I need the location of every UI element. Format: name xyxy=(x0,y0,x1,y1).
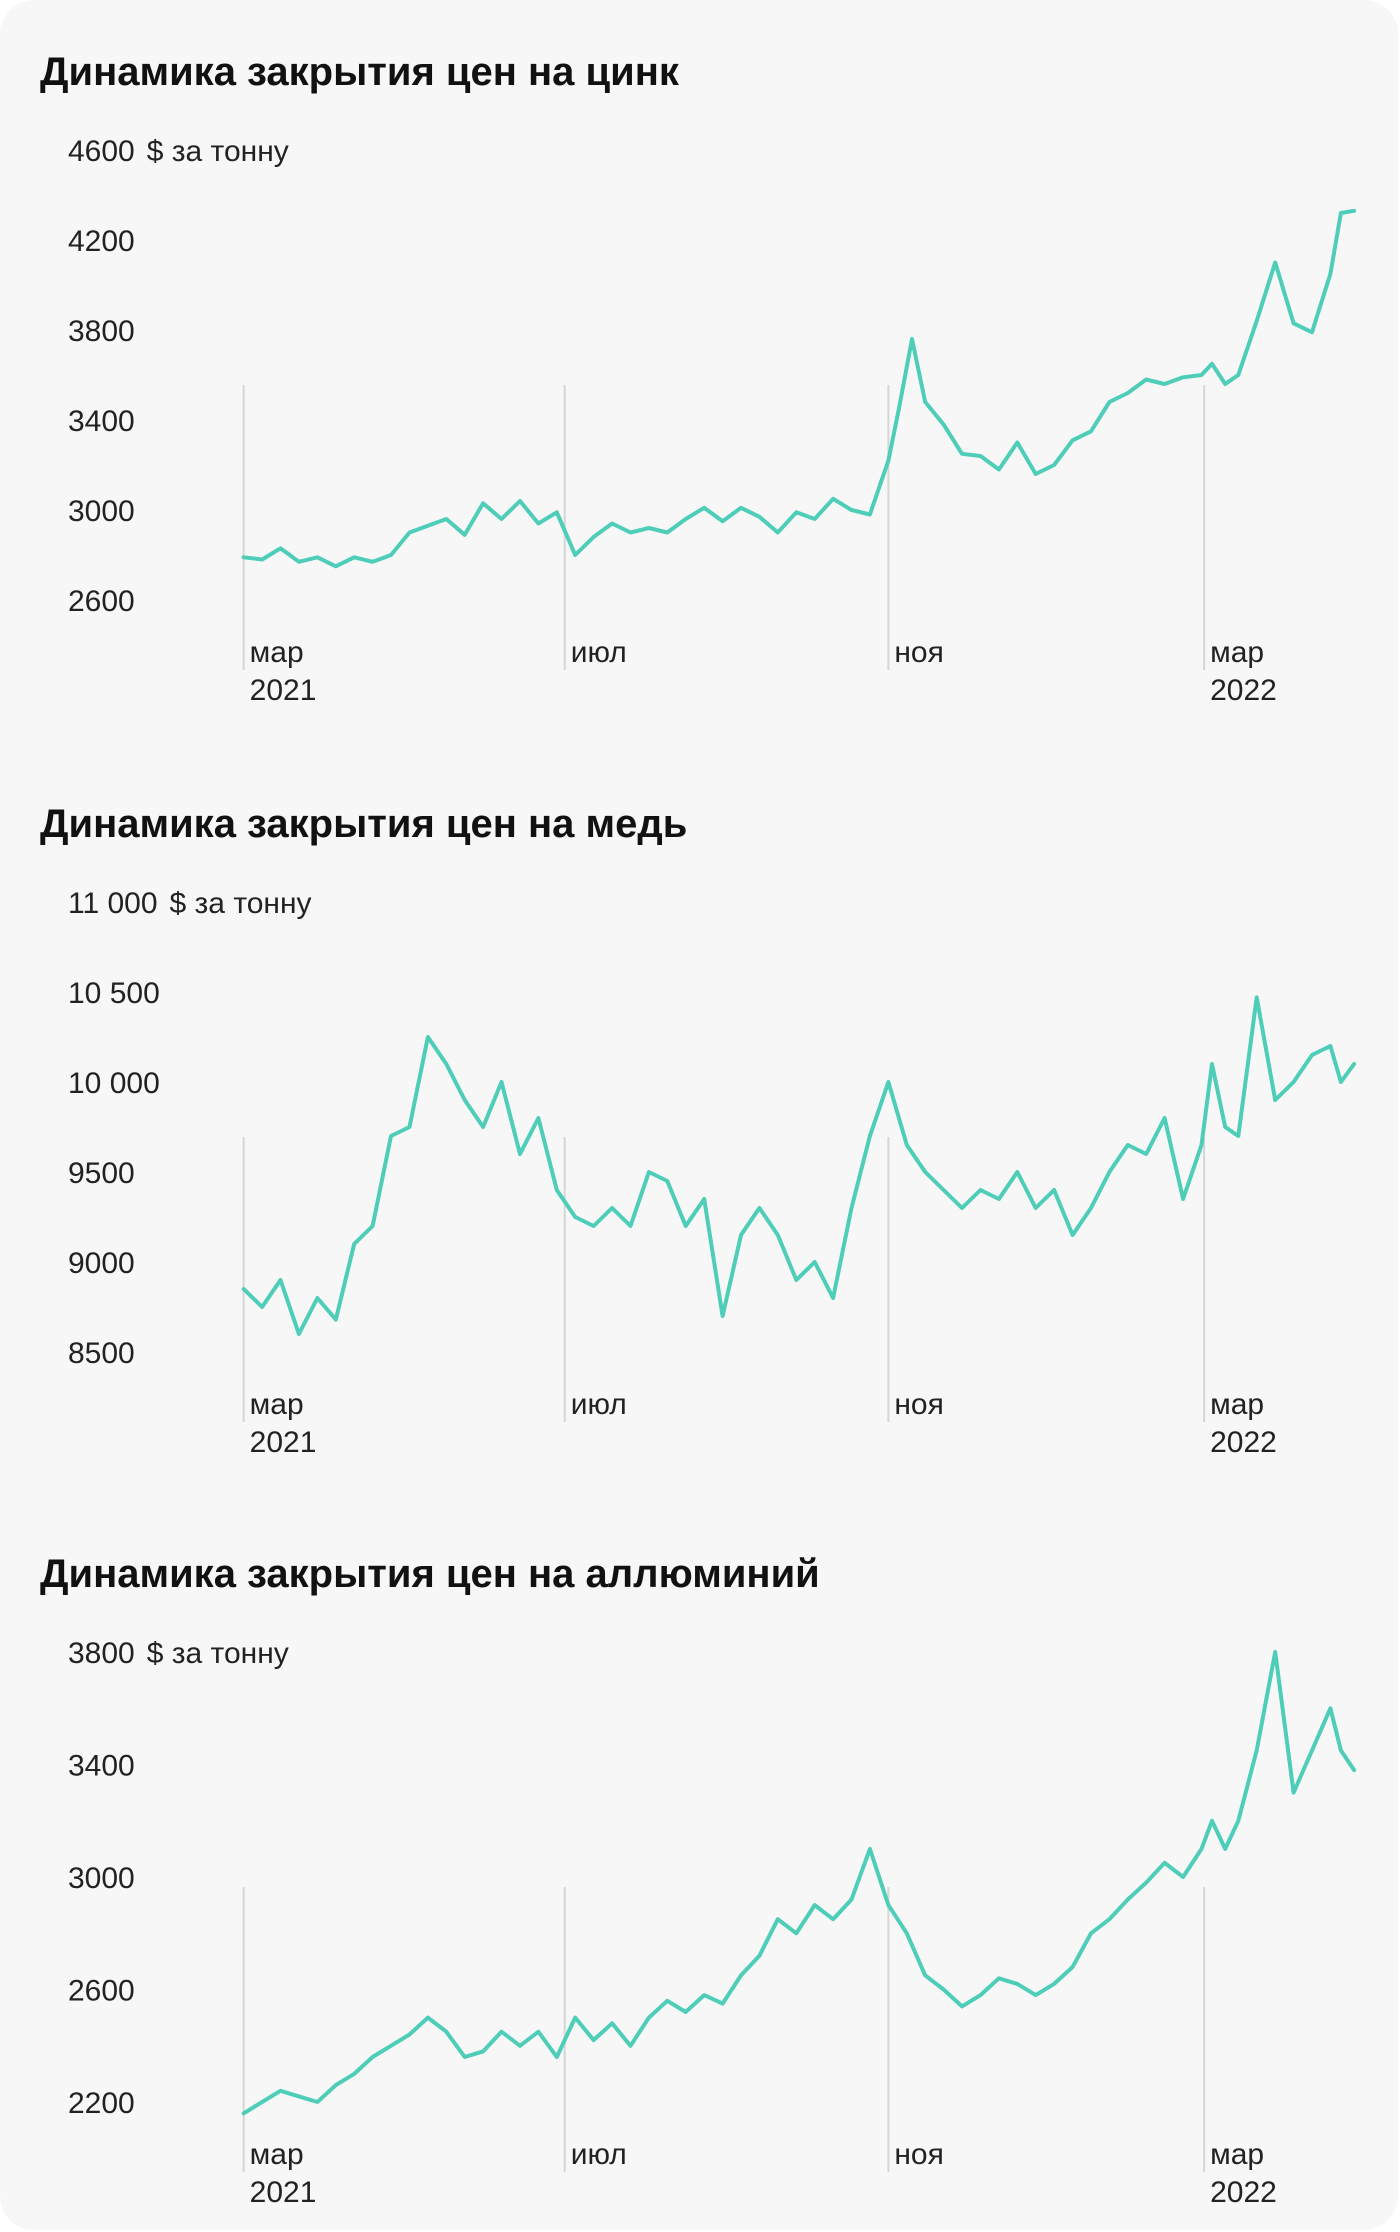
y-tick-label: 3000 xyxy=(68,495,135,528)
chart-title: Динамика закрытия цен на медь xyxy=(40,802,688,846)
x-tick-year: 2022 xyxy=(1210,674,1277,707)
y-tick-label: 3800 xyxy=(68,315,135,348)
chart-title: Динамика закрытия цен на аллюминий xyxy=(40,1552,820,1596)
x-tick-year: 2022 xyxy=(1210,2176,1277,2209)
y-unit-label: $ за тонну xyxy=(147,135,289,168)
x-tick-month: ноя xyxy=(894,636,944,669)
x-tick-year: 2021 xyxy=(250,674,317,707)
x-tick-year: 2021 xyxy=(250,1426,317,1459)
copper-plot: 11 000 $ за тонну 10 500 10 000 9500 9000 8500… xyxy=(68,887,1357,1459)
x-tick-month: июл xyxy=(571,1388,627,1421)
x-tick-month: июл xyxy=(571,2138,627,2171)
y-tick-label: 11 000 xyxy=(68,887,158,920)
zinc-plot: 4600 $ за тонну 4200 3800 3400 3000 2600 мар 202… xyxy=(68,135,1357,707)
chart-title: Динамика закрытия цен на цинк xyxy=(40,50,679,94)
copper-chart: Динамика закрытия цен на медь 11 000 $ за… xyxy=(0,802,1400,1482)
y-tick-label: 4600 xyxy=(68,135,135,168)
price-line xyxy=(241,1650,1357,2116)
aluminium-chart: Динамика закрытия цен на аллюминий 3800 $… xyxy=(0,1552,1400,2232)
x-tick-year: 2021 xyxy=(250,2176,317,2209)
y-tick-label: 3800 xyxy=(68,1637,135,1670)
x-tick-month: мар xyxy=(1210,2138,1264,2171)
y-tick-label: 2600 xyxy=(68,585,135,618)
x-tick-month: июл xyxy=(571,636,627,669)
x-tick-year: 2022 xyxy=(1210,1426,1277,1459)
y-tick-label: 3000 xyxy=(68,1862,135,1895)
y-tick-label: 2200 xyxy=(68,2087,135,2120)
y-tick-label: 9500 xyxy=(68,1157,135,1190)
zinc-chart: Динамика закрытия цен на цинк 4600 $ за т… xyxy=(0,50,1400,730)
price-line xyxy=(241,995,1357,1336)
y-tick-label: 3400 xyxy=(68,1750,135,1783)
x-tick-month: мар xyxy=(250,636,304,669)
x-tick-month: мар xyxy=(250,1388,304,1421)
y-tick-label: 2600 xyxy=(68,1975,135,2008)
x-tick-month: мар xyxy=(250,2138,304,2171)
y-tick-label: 9000 xyxy=(68,1247,135,1280)
x-tick-month: мар xyxy=(1210,1388,1264,1421)
y-unit-label: $ за тонну xyxy=(170,887,312,920)
x-tick-month: мар xyxy=(1210,636,1264,669)
y-unit-label: $ за тонну xyxy=(147,1637,289,1670)
y-tick-label: 8500 xyxy=(68,1337,135,1370)
x-tick-month: ноя xyxy=(894,1388,944,1421)
y-tick-label: 10 000 xyxy=(68,1067,160,1100)
aluminium-plot: 3800 $ за тонну 3400 3000 2600 2200 мар 2021 июл… xyxy=(68,1637,1357,2209)
price-line xyxy=(241,208,1357,569)
x-tick-month: ноя xyxy=(894,2138,944,2171)
y-tick-label: 3400 xyxy=(68,405,135,438)
y-tick-label: 10 500 xyxy=(68,977,160,1010)
y-tick-label: 4200 xyxy=(68,225,135,258)
